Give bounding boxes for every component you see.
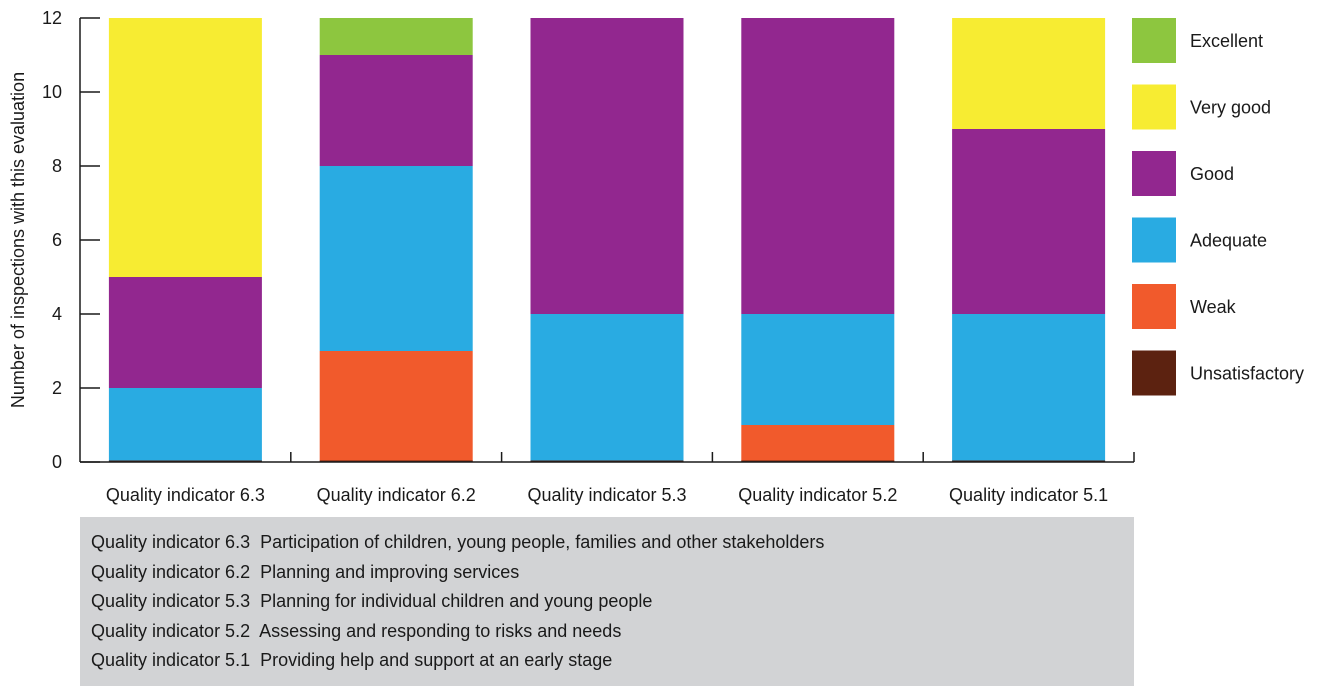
legend-swatch-very-good — [1132, 84, 1176, 130]
x-tick-label-quality-indicator-5-3: Quality indicator 5.3 — [527, 485, 686, 505]
bar-quality-indicator-5-1-adequate — [952, 314, 1106, 462]
note-line-5-2: Quality indicator 5.2 Assessing and resp… — [91, 620, 622, 641]
bar-quality-indicator-6-2-good — [319, 55, 473, 166]
y-tick-label-2: 2 — [52, 378, 62, 398]
legend-swatch-good — [1132, 151, 1176, 196]
bar-quality-indicator-5-2-weak — [741, 425, 895, 462]
legend-swatch-unsatisfactory — [1132, 350, 1176, 396]
legend-label-adequate: Adequate — [1190, 231, 1267, 251]
legend-label-good: Good — [1190, 164, 1234, 184]
bar-quality-indicator-6-3-very-good — [108, 18, 262, 277]
bar-quality-indicator-5-3-good — [530, 18, 684, 314]
y-tick-label-8: 8 — [52, 156, 62, 176]
bar-quality-indicator-6-2-excellent — [319, 18, 473, 55]
x-tick-label-quality-indicator-5-1: Quality indicator 5.1 — [949, 485, 1108, 505]
y-tick-label-0: 0 — [52, 452, 62, 472]
x-tick-label-quality-indicator-5-2: Quality indicator 5.2 — [738, 485, 897, 505]
legend-label-unsatisfactory: Unsatisfactory — [1190, 364, 1304, 384]
indicator-notes-box: Quality indicator 6.3 Participation of c… — [80, 517, 1134, 686]
legend: Excellent Very good Good Adequate Weak Unsati… — [1132, 18, 1304, 396]
bar-quality-indicator-5-3-adequate — [530, 314, 684, 462]
legend-swatch-adequate — [1132, 217, 1176, 263]
legend-swatch-excellent — [1132, 18, 1176, 63]
legend-label-weak: Weak — [1190, 297, 1237, 317]
legend-label-excellent: Excellent — [1190, 31, 1263, 51]
bar-quality-indicator-6-3-good — [108, 277, 262, 388]
axes-layer: Quality indicator 6.3 Quality indicator 6… — [42, 8, 1135, 505]
y-tick-label-6: 6 — [52, 230, 62, 250]
bars-layer — [108, 18, 1106, 462]
x-tick-label-quality-indicator-6-2: Quality indicator 6.2 — [317, 485, 476, 505]
y-axis-label: Number of inspections with this evaluati… — [8, 72, 28, 408]
note-line-6-3: Quality indicator 6.3 Participation of c… — [91, 532, 825, 552]
legend-swatch-weak — [1132, 284, 1176, 329]
bar-quality-indicator-5-1-very-good — [952, 18, 1106, 129]
note-line-5-1: Quality indicator 5.1 Providing help and… — [91, 650, 613, 670]
bar-quality-indicator-5-1-good — [952, 129, 1106, 314]
y-tick-label-10: 10 — [42, 82, 62, 102]
x-tick-label-quality-indicator-6-3: Quality indicator 6.3 — [106, 485, 265, 505]
note-line-5-3: Quality indicator 5.3 Planning for indiv… — [91, 591, 653, 611]
note-line-6-2: Quality indicator 6.2 Planning and impro… — [91, 561, 520, 582]
bar-quality-indicator-6-2-adequate — [319, 166, 473, 351]
y-tick-label-4: 4 — [52, 304, 62, 324]
legend-label-very-good: Very good — [1190, 98, 1271, 118]
bar-quality-indicator-6-3-adequate — [108, 388, 262, 462]
y-tick-label-12: 12 — [42, 8, 62, 28]
stacked-bar-chart: Quality indicator 6.3 Quality indicator 6… — [8, 8, 1304, 505]
bar-quality-indicator-6-2-weak — [319, 351, 473, 462]
bar-quality-indicator-5-2-adequate — [741, 314, 895, 425]
bar-quality-indicator-5-2-good — [741, 18, 895, 314]
